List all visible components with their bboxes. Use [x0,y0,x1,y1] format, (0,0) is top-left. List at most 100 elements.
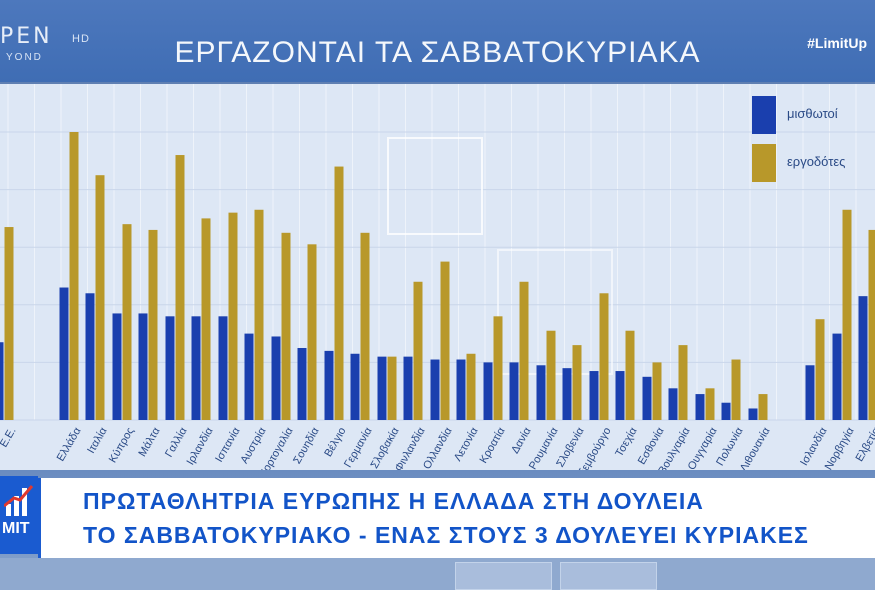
bar-employers [572,345,582,420]
news-headline-line2: ΤΟ ΣΑΒΒΑΤΟΚΥΡΙΑΚΟ - ΕΝΑΣ ΣΤΟΥΣ 3 ΔΟΥΛΕΥΕ… [83,522,809,548]
bar-employers [868,229,875,420]
bar-employers [307,244,317,420]
overlay-frame [387,137,483,235]
legend-swatch-employers [752,144,776,182]
bar-employers [678,345,688,420]
bar-employees [721,402,731,420]
bar-employers [413,281,423,420]
legend-item-employees: μισθωτοί [752,96,875,134]
bar-employees [218,316,228,420]
bar-employees [271,336,281,420]
bar-employees [324,350,334,420]
bar-employers [281,232,291,420]
bar-employees [191,316,201,420]
bar-employers [815,319,825,420]
bar-employers [228,212,238,420]
bar-employers [652,362,662,420]
x-tick-label: Ιρλανδία [185,425,216,467]
legend-label-employees: μισθωτοί [787,106,838,121]
chart-legend: μισθωτοί εργοδότες [752,96,875,186]
chart-growth-icon [4,485,34,516]
x-tick-label: Γαλλία [163,425,190,459]
channel-logo: PEN [0,24,53,49]
channel-hd-label: HD [72,33,90,45]
bar-employers [122,224,132,420]
bar-employers [758,394,768,420]
bar-employers [387,356,397,420]
bar-employees [244,333,254,420]
show-badge: MIT [0,476,38,554]
x-tick-label: Λετονία [452,425,481,463]
bar-employers [731,359,741,420]
bar-employers [175,155,185,420]
bar-employees [138,313,148,420]
bar-employees [85,293,95,420]
x-tick-label: Ελβετία [854,425,875,464]
news-ticker: ΠΡΩΤΑΘΛΗΤΡΙΑ ΕΥΡΩΠΗΣ Η ΕΛΛΑΔΑ ΣΤΗ ΔΟΥΛΕΙ… [38,478,875,558]
bar-employees [112,313,122,420]
bar-employees [297,348,307,420]
x-tick-label: Ε.Ε. [0,426,19,450]
bottom-tile [560,562,657,590]
bar-employers [440,261,450,420]
bar-employers [360,232,370,420]
bar-employees [615,371,625,420]
bottom-strip [0,558,875,590]
bar-employees [832,333,842,420]
legend-label-employers: εργοδότες [787,154,846,169]
show-badge-label: MIT [2,520,30,537]
bar-employers [705,388,715,420]
x-tick-label: Κύπρος [107,426,137,465]
bar-employers [519,281,529,420]
hashtag-label: #LimitUp [807,35,867,51]
bar-employers [842,209,852,420]
bar-employers [148,229,158,420]
legend-item-employers: εργοδότες [752,144,875,182]
bar-employees [430,359,440,420]
bar-employees [858,296,868,420]
x-tick-label: Βέλγιο [322,426,348,460]
bar-employees [805,365,815,420]
bar-employees [536,365,546,420]
bar-employees [350,353,360,420]
bar-employees [509,362,519,420]
x-tick-label: Κροατία [478,425,508,466]
bar-employers [201,218,211,420]
bar-employers [546,330,556,420]
x-tick-label: Σουηδία [291,425,322,466]
header-bar: PEN HD YOND ΕΡΓΑΖΟΝΤΑΙ ΤΑ ΣΑΒΒΑΤΟΚΥΡΙΑΚΑ… [0,0,875,82]
x-tick-label: Δανία [509,425,534,456]
channel-logo-sub: YOND [6,52,43,63]
bar-employees [456,359,466,420]
bar-employers [4,227,14,420]
bar-employees [377,356,387,420]
bar-employees [403,356,413,420]
bar-employees [562,368,572,420]
bar-employees [695,394,705,420]
bar-employees [0,342,4,420]
bar-employers [625,330,635,420]
bar-employers [599,293,609,420]
bar-employees [483,362,493,420]
news-headline-line1: ΠΡΩΤΑΘΛΗΤΡΙΑ ΕΥΡΩΠΗΣ Η ΕΛΛΑΔΑ ΣΤΗ ΔΟΥΛΕΙ… [83,488,704,514]
bottom-tile [455,562,552,590]
bar-employees [165,316,175,420]
x-tick-label: Αυστρία [238,425,268,466]
x-tick-label: Τσεχία [613,425,640,459]
bar-employers [254,209,264,420]
bar-employees [59,287,69,420]
bar-employers [466,353,476,420]
bar-employees [668,388,678,420]
x-tick-label: Ιταλία [85,425,110,456]
bar-employers [334,166,344,420]
chart-title: ΕΡΓΑΖΟΝΤΑΙ ΤΑ ΣΑΒΒΑΤΟΚΥΡΙΑΚΑ [174,36,701,69]
bar-employees [642,376,652,420]
x-tick-label: Ελλάδα [55,425,84,464]
bar-employers [95,175,105,420]
bar-employers [493,316,503,420]
x-tick-label: Μάλτα [136,425,162,459]
bar-employers [69,132,79,420]
legend-swatch-employees [752,96,776,134]
bar-employees [589,371,599,420]
